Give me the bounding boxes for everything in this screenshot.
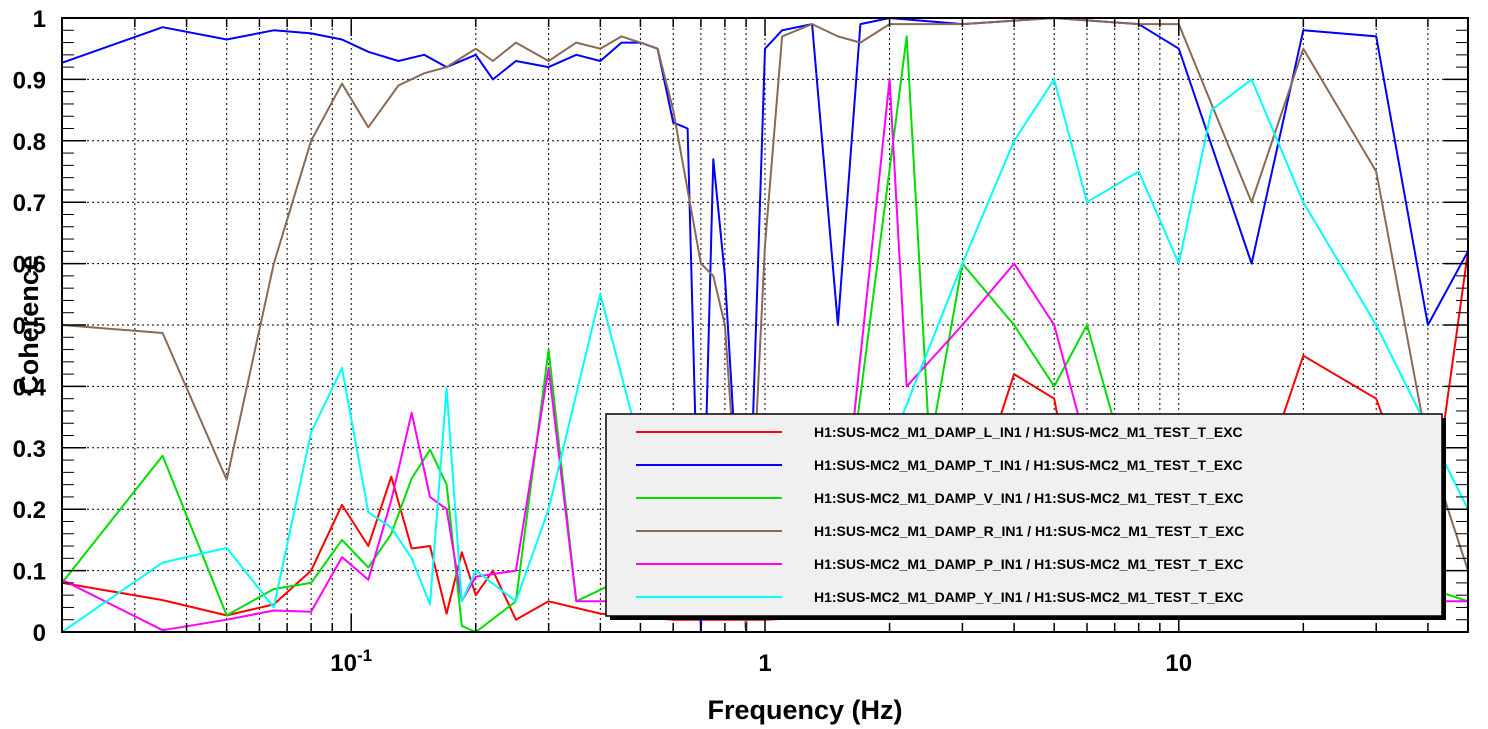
y-tick-label: 0.7 xyxy=(13,190,46,217)
y-tick-label: 0.9 xyxy=(13,67,46,94)
y-axis-title: Coherence xyxy=(14,255,44,395)
legend-label: H1:SUS-MC2_M1_DAMP_P_IN1 / H1:SUS-MC2_M1… xyxy=(814,556,1243,572)
legend-label: H1:SUS-MC2_M1_DAMP_L_IN1 / H1:SUS-MC2_M1… xyxy=(814,424,1243,440)
x-axis-title: Frequency (Hz) xyxy=(707,695,902,725)
y-tick-label: 0.3 xyxy=(13,436,46,463)
y-tick-label: 0.2 xyxy=(13,497,46,524)
y-tick-label: 0.6 xyxy=(13,252,46,279)
y-tick-label: 0 xyxy=(33,620,46,647)
y-tick-label: 0.4 xyxy=(13,374,47,401)
y-tick-label: 0.5 xyxy=(13,313,46,340)
y-tick-label: 0.8 xyxy=(13,129,46,156)
legend-label: H1:SUS-MC2_M1_DAMP_T_IN1 / H1:SUS-MC2_M1… xyxy=(814,457,1243,473)
legend-box xyxy=(605,413,1443,617)
series-line-6 xyxy=(62,78,1468,632)
legend-label: H1:SUS-MC2_M1_DAMP_Y_IN1 / H1:SUS-MC2_M1… xyxy=(814,589,1243,605)
legend: H1:SUS-MC2_M1_DAMP_L_IN1 / H1:SUS-MC2_M1… xyxy=(605,413,1446,620)
y-tick-label: 1 xyxy=(33,6,46,33)
x-tick-label: 1 xyxy=(758,650,771,677)
x-tick-label: 10 xyxy=(1165,650,1192,677)
tick-labels: 0 0.1 0.2 0.3 0.4 0.5 0.6 0.7 0.8 0.9 1 10-1 1 10 xyxy=(13,6,1193,677)
y-tick-label: 0.1 xyxy=(13,559,46,586)
legend-label: H1:SUS-MC2_M1_DAMP_V_IN1 / H1:SUS-MC2_M1… xyxy=(814,490,1243,506)
axis-ticks xyxy=(61,17,1469,633)
series-line-4 xyxy=(62,18,1468,632)
legend-label: H1:SUS-MC2_M1_DAMP_R_IN1 / H1:SUS-MC2_M1… xyxy=(814,523,1244,539)
x-tick-label: 10-1 xyxy=(330,646,372,677)
